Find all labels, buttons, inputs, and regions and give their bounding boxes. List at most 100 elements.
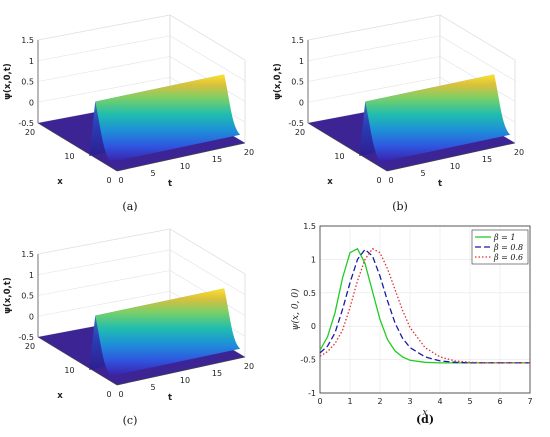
t-tick-label: 5: [420, 169, 425, 178]
z-tick-label: 0.5: [291, 78, 304, 87]
x-axis-line: [37, 122, 118, 172]
panel-caption: (b): [392, 200, 408, 213]
grid-line: [307, 56, 441, 82]
x-axis-line: [37, 336, 118, 386]
z-tick-label: -0.5: [18, 119, 34, 128]
panel-caption: (c): [123, 414, 138, 427]
ridge-front: [95, 288, 241, 376]
x-tick-label: 10: [64, 366, 74, 375]
z-tick-label: -0.5: [288, 119, 304, 128]
y-tick-label: -0.5: [300, 356, 316, 365]
t-tick-label: 10: [180, 162, 190, 171]
x-tick-label: 0: [106, 390, 111, 399]
grid-line: [307, 76, 441, 103]
t-axis-line: [116, 356, 246, 386]
grid-line: [37, 228, 171, 255]
grid-line: [169, 228, 246, 275]
z-tick-label: 0.5: [21, 292, 34, 301]
z-axis-label: ψ(x,0,t): [273, 63, 283, 100]
z-tick-label: 1: [299, 57, 304, 66]
y-tick-label: 1: [311, 255, 316, 264]
panel-caption: (a): [122, 200, 137, 213]
y-tick-label: 0.5: [303, 289, 316, 298]
legend-box: [471, 229, 529, 265]
legend-label: β = 0.6: [493, 253, 523, 262]
grid-line: [37, 35, 171, 62]
x-axis-label: x: [57, 391, 63, 401]
x-axis-label: x: [57, 177, 63, 187]
t-tick-label: 0: [118, 176, 123, 185]
t-tick-label: 15: [212, 155, 222, 164]
ridge-front: [95, 74, 241, 162]
x-tick-label: 20: [295, 128, 305, 137]
legend-label: β = 0.8: [493, 243, 523, 252]
x-tick-label: 7: [527, 397, 532, 406]
z-tick-label: 0: [299, 98, 304, 107]
x-axis-label: x: [422, 408, 427, 418]
x-tick-label: 1: [347, 397, 352, 406]
x-tick-label: 0: [376, 176, 381, 185]
t-tick-label: 20: [514, 148, 524, 157]
y-axis-label: ψ(x, 0, 0): [290, 288, 301, 331]
y-tick-label: 0: [311, 322, 316, 331]
grid-line: [307, 14, 441, 41]
x-tick-label: 3: [407, 397, 412, 406]
z-axis-label: ψ(x,0,t): [3, 63, 13, 100]
x-tick-label: 10: [334, 152, 344, 161]
panel-d: 0 1 2 3 4 5 6 7-1-0.500.511.5xψ(x, 0, 0)β = 1β …: [290, 222, 533, 426]
x-axis-line: [307, 122, 388, 172]
t-tick-label: 10: [180, 376, 190, 385]
t-tick-label: 0: [118, 390, 123, 399]
t-tick-label: 5: [150, 169, 155, 178]
t-tick-label: 5: [150, 383, 155, 392]
t-tick-label: 15: [212, 369, 222, 378]
grid-line: [439, 35, 516, 82]
t-axis-line: [386, 142, 516, 172]
t-tick-label: 20: [244, 148, 254, 157]
x-tick-label: 0: [317, 397, 322, 406]
t-axis-label: t: [168, 179, 172, 189]
x-tick-label: 6: [497, 397, 502, 406]
t-tick-label: 10: [450, 162, 460, 171]
t-axis-label: t: [438, 179, 442, 189]
t-axis-line: [116, 142, 246, 172]
y-tick-label: 1.5: [303, 222, 316, 231]
z-tick-label: 0: [29, 312, 34, 321]
z-tick-label: 1.5: [291, 36, 304, 45]
grid-line: [169, 14, 246, 61]
grid-line: [307, 35, 441, 62]
t-tick-label: 15: [482, 155, 492, 164]
x-tick-label: 20: [25, 342, 35, 351]
series-line-2: [319, 247, 530, 364]
z-tick-label: 1.5: [21, 36, 34, 45]
z-tick-label: 1: [29, 271, 34, 280]
x-tick-label: 2: [377, 397, 382, 406]
ridge-front: [365, 74, 511, 162]
x-tick-label: 10: [64, 152, 74, 161]
plot-frame: [319, 225, 531, 394]
z-tick-label: -0.5: [18, 333, 34, 342]
x-axis-label: x: [327, 177, 333, 187]
x-tick-label: 20: [25, 128, 35, 137]
z-axis-label: ψ(x,0,t): [3, 277, 13, 314]
y-tick-label: -1: [308, 389, 316, 398]
z-tick-label: 1: [29, 57, 34, 66]
grid-line: [439, 14, 516, 61]
x-tick-label: 4: [437, 397, 442, 406]
t-tick-label: 0: [388, 176, 393, 185]
grid-line: [169, 35, 246, 82]
z-tick-label: 0: [29, 98, 34, 107]
x-tick-label: 0: [106, 176, 111, 185]
z-tick-label: 0.5: [21, 78, 34, 87]
grid-line: [169, 249, 246, 296]
t-axis-label: t: [168, 393, 172, 403]
grid-line: [37, 76, 171, 103]
z-tick-label: 1.5: [21, 250, 34, 259]
t-tick-label: 20: [244, 362, 254, 371]
grid-line: [37, 56, 171, 82]
panel-caption: (d): [416, 413, 434, 426]
